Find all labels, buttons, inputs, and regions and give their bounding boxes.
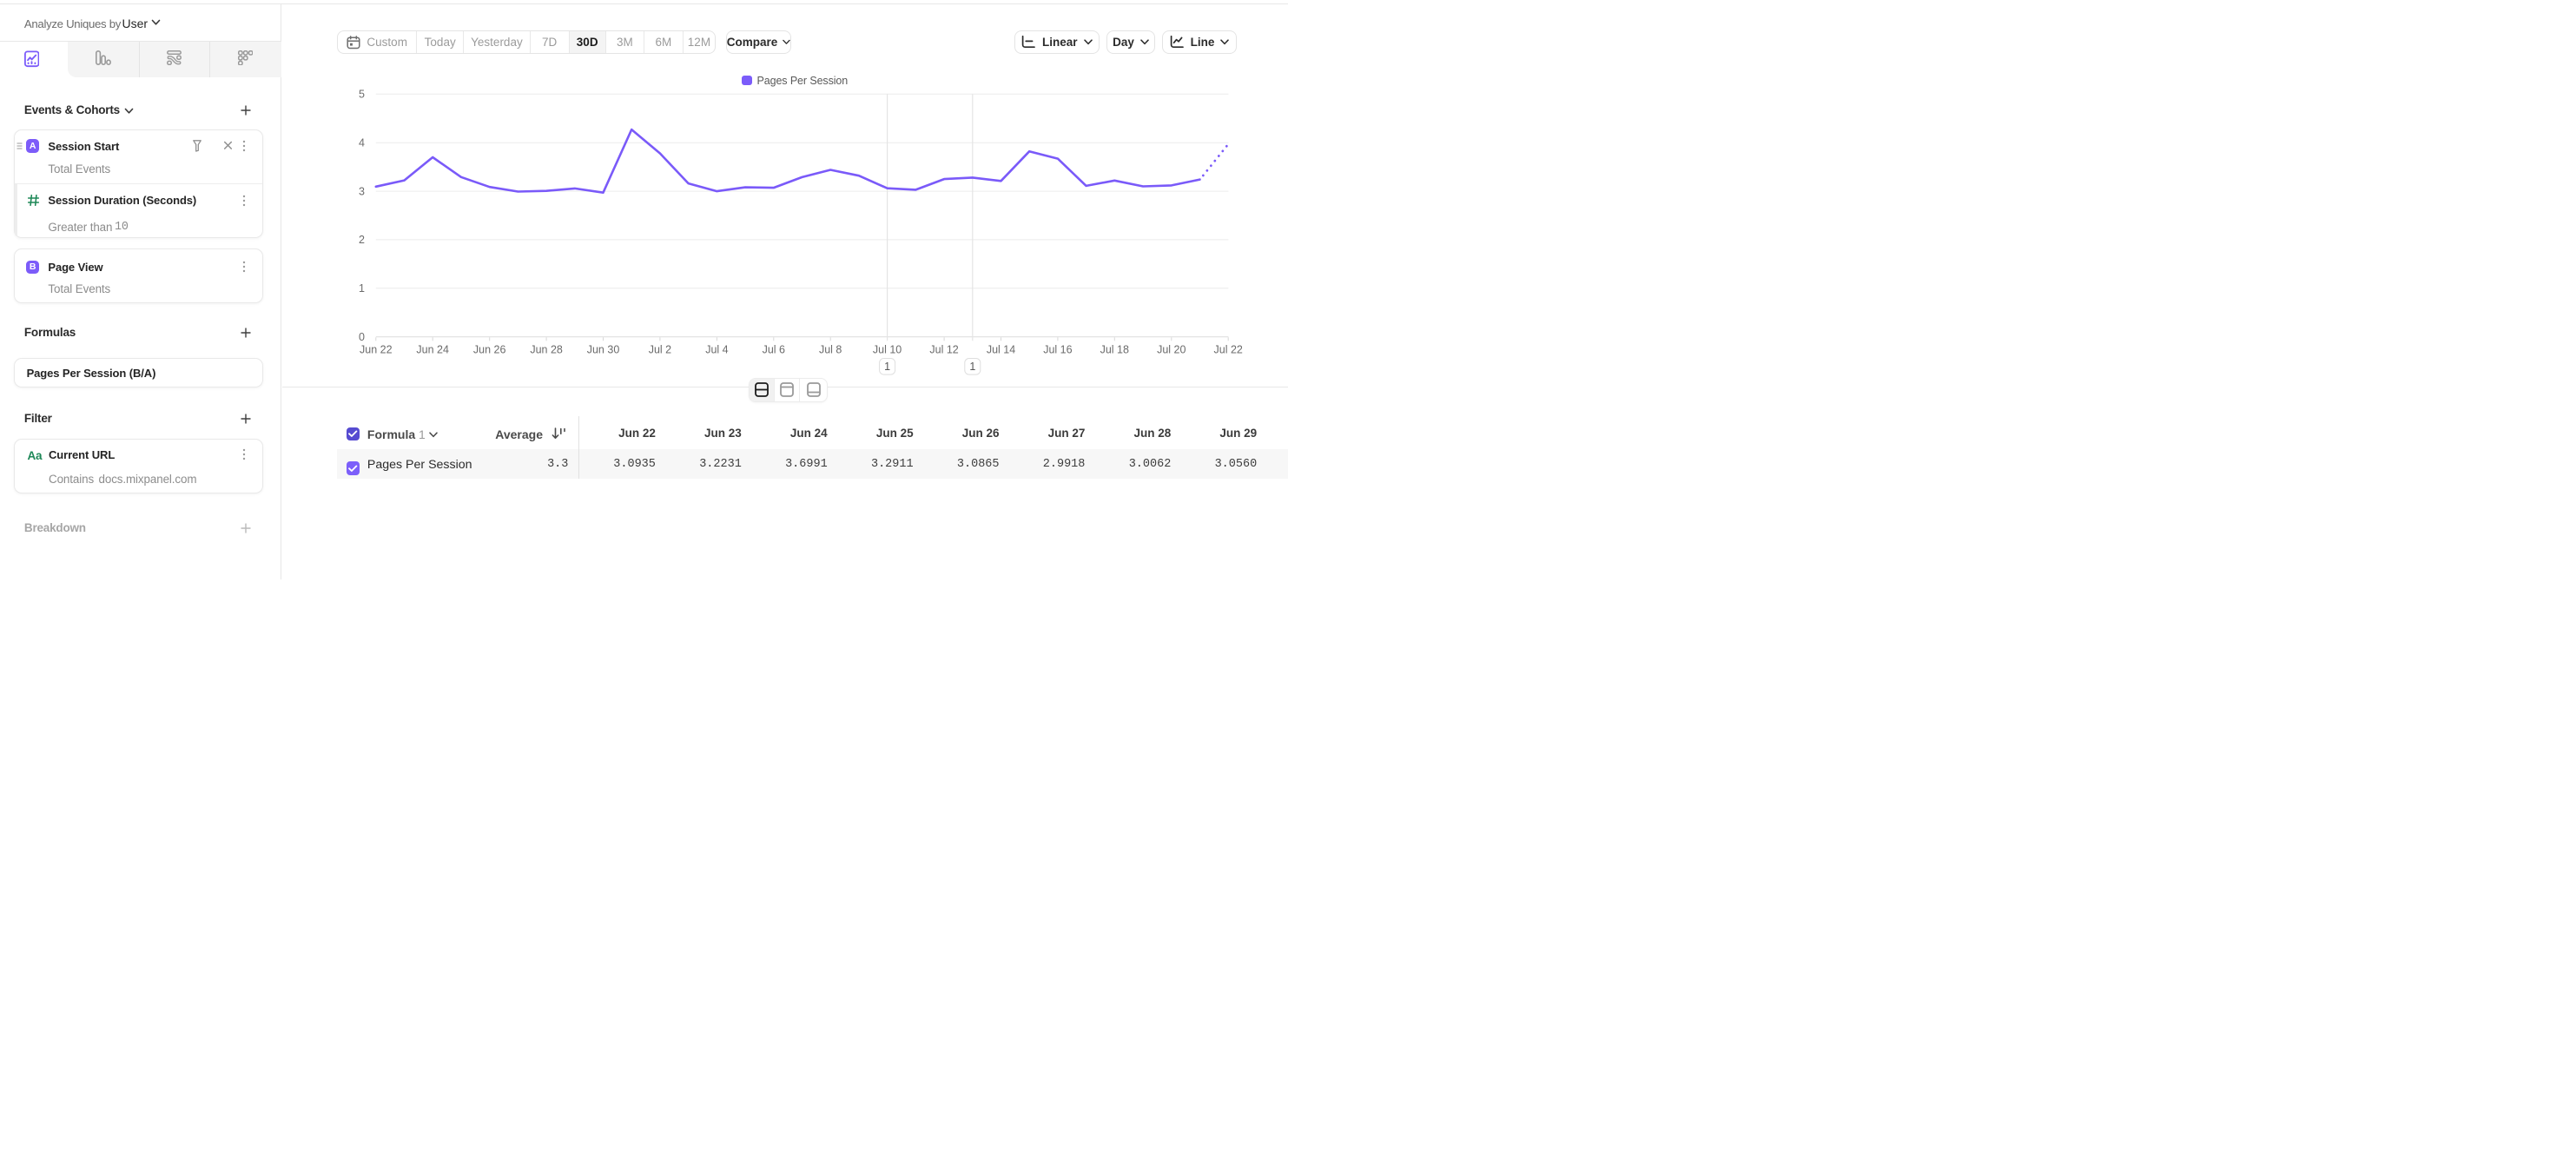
svg-text:Jul 18: Jul 18 xyxy=(1100,344,1129,356)
svg-text:Jun 28: Jun 28 xyxy=(530,344,563,356)
svg-text:4: 4 xyxy=(359,136,365,149)
svg-text:1: 1 xyxy=(884,361,890,373)
svg-text:Jun 24: Jun 24 xyxy=(416,344,449,356)
svg-text:Jul 10: Jul 10 xyxy=(873,344,902,356)
svg-text:1: 1 xyxy=(359,282,365,295)
svg-text:3: 3 xyxy=(359,185,365,197)
svg-text:1: 1 xyxy=(969,361,975,373)
svg-text:Jul 8: Jul 8 xyxy=(819,344,842,356)
svg-text:Jun 26: Jun 26 xyxy=(473,344,506,356)
svg-text:Jul 6: Jul 6 xyxy=(763,344,785,356)
svg-text:Jul 22: Jul 22 xyxy=(1214,344,1243,356)
svg-text:0: 0 xyxy=(359,331,365,343)
svg-text:2: 2 xyxy=(359,234,365,246)
svg-text:Jul 14: Jul 14 xyxy=(987,344,1015,356)
svg-text:5: 5 xyxy=(359,89,365,101)
svg-text:Jul 20: Jul 20 xyxy=(1157,344,1186,356)
svg-text:Jul 4: Jul 4 xyxy=(705,344,728,356)
svg-text:Jul 12: Jul 12 xyxy=(929,344,958,356)
svg-text:Jun 30: Jun 30 xyxy=(587,344,620,356)
svg-text:Jul 2: Jul 2 xyxy=(649,344,671,356)
svg-text:Jun 22: Jun 22 xyxy=(360,344,393,356)
svg-text:Jul 16: Jul 16 xyxy=(1043,344,1072,356)
